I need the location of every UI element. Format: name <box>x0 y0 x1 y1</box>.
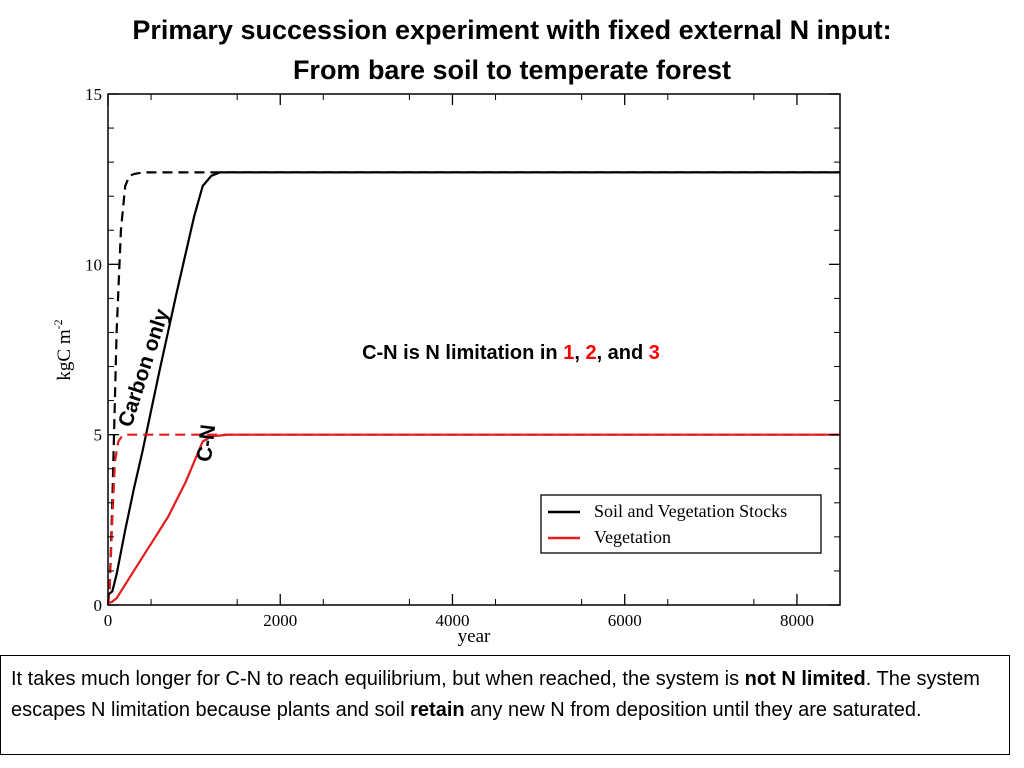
y-tick-label: 5 <box>94 426 103 445</box>
n-limitation-number-3: 3 <box>649 342 660 364</box>
page-title: Primary succession experiment with fixed… <box>0 10 1024 90</box>
legend-label-stocks: Soil and Vegetation Stocks <box>594 501 787 521</box>
n-limitation-number-1: 1 <box>563 342 574 364</box>
svg-text:kgC m-2: kgC m-2 <box>51 319 75 380</box>
title-line-1: Primary succession experiment with fixed… <box>132 15 892 45</box>
carbon-only-annotation: Carbon only <box>114 306 174 430</box>
x-tick-label: 8000 <box>780 611 814 630</box>
y-tick-label: 10 <box>85 255 102 274</box>
series-line-vegetation-cn <box>107 433 840 605</box>
y-axis-label: kgC m-2 <box>51 319 75 380</box>
legend-box <box>540 494 822 554</box>
caption-text-2: . The system escapes N limitation becaus… <box>11 668 980 721</box>
n-limitation-separator-1: , <box>574 342 585 364</box>
x-tick-label: 4000 <box>435 611 469 630</box>
x-tick-label: 2000 <box>263 611 297 630</box>
cn-annotation: C-N <box>193 423 220 463</box>
n-limitation-prefix: C-N is N limitation in <box>362 342 563 364</box>
tick-layer: 0 2000 4000 6000 8000 0 5 10 15 <box>85 85 840 630</box>
y-axis-label-text: kgC m <box>54 329 75 380</box>
caption-text-3: any new N from deposition until they are… <box>464 699 922 721</box>
x-axis-label: year <box>458 626 491 647</box>
x-tick-label: 0 <box>104 611 113 630</box>
caption-bold-1: not N limited <box>744 668 866 690</box>
caption-bold-2: retain <box>410 699 465 721</box>
caption-box: It takes much longer for C-N to reach eq… <box>0 655 1010 755</box>
x-tick-label: 6000 <box>608 611 642 630</box>
y-tick-label: 0 <box>94 596 103 615</box>
title-line-2: From bare soil to temperate forest <box>292 55 732 85</box>
caption-text-1: It takes much longer for C-N to reach eq… <box>11 668 745 690</box>
legend: Soil and Vegetation Stocks Vegetation <box>540 494 822 554</box>
n-limitation-number-2: 2 <box>585 342 596 364</box>
n-limitation-separator-2: , and <box>597 342 649 364</box>
y-axis-label-exponent: -2 <box>51 319 65 329</box>
plot-frame <box>107 93 841 606</box>
carbon-only-label: Carbon only <box>114 306 174 430</box>
line-chart: 0 2000 4000 6000 8000 0 5 10 15 year kgC m-2 Car… <box>51 85 841 647</box>
y-tick-label: 15 <box>85 85 102 104</box>
legend-label-vegetation: Vegetation <box>594 527 671 547</box>
n-limitation-annotation: C-N is N limitation in 1, 2, and 3 <box>362 342 660 364</box>
series-line-stocks-cn <box>107 171 840 596</box>
cn-label: C-N <box>193 423 220 463</box>
series-line-vegetation-carbon-only <box>106 433 840 606</box>
